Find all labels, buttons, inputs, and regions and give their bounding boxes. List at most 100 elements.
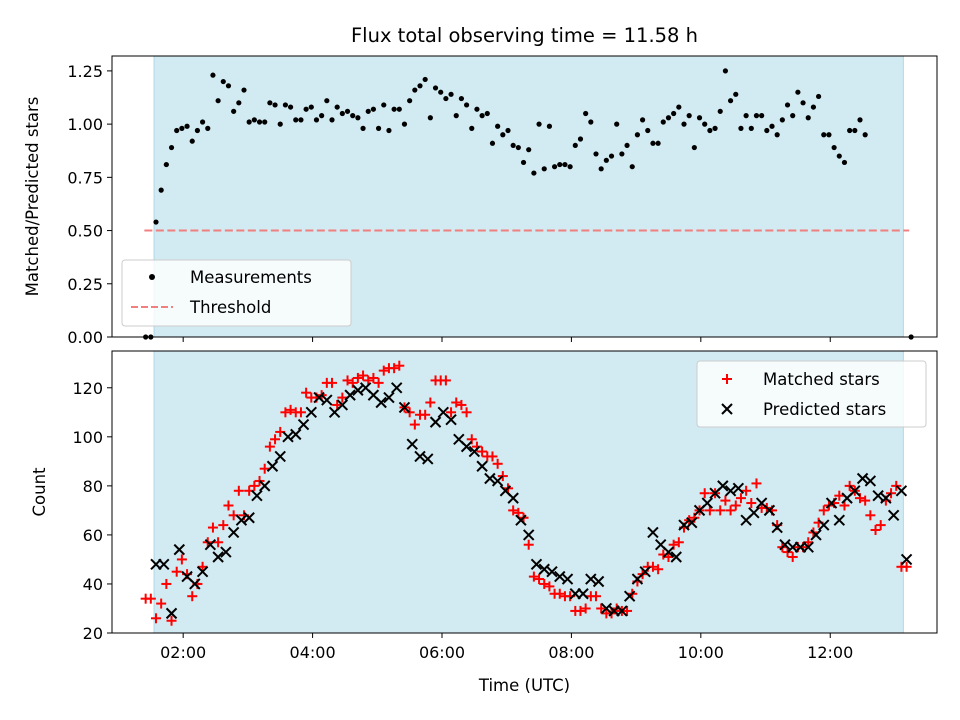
matched-star-point xyxy=(327,377,337,388)
predicted-star-point xyxy=(872,489,884,502)
matched-star-point xyxy=(487,451,498,462)
measurement-point xyxy=(174,127,180,134)
measurement-point xyxy=(350,113,356,119)
measurement-point xyxy=(438,89,444,95)
measurement-point xyxy=(381,102,387,108)
measurement-point xyxy=(463,102,470,108)
matched-star-point xyxy=(213,537,224,548)
measurement-point xyxy=(205,125,211,131)
predicted-star-point xyxy=(577,588,589,600)
predicted-star-point xyxy=(763,504,776,517)
measurement-point xyxy=(634,132,641,138)
predicted-star-point xyxy=(546,565,558,578)
predicted-star-point xyxy=(818,519,830,531)
measurement-point xyxy=(841,159,848,166)
measurement-point xyxy=(256,119,263,125)
matched-star-point xyxy=(477,446,488,457)
matched-star-point xyxy=(264,441,275,452)
bottom-xtick-label: 04:00 xyxy=(290,643,336,662)
matched-star-point xyxy=(782,547,793,558)
bottom-xtick-label: 10:00 xyxy=(678,643,724,662)
matched-star-point xyxy=(523,539,534,550)
matched-star-point xyxy=(865,510,876,521)
matched-star-point xyxy=(166,615,177,626)
matched-star-point xyxy=(456,399,467,410)
predicted-star-point xyxy=(305,406,318,419)
predicted-star-point xyxy=(701,497,714,509)
matched-star-point xyxy=(197,561,208,572)
bottom-series xyxy=(140,360,913,626)
legend-matched-plus xyxy=(722,374,732,384)
matched-star-point xyxy=(596,603,607,614)
predicted-star-point xyxy=(321,394,333,406)
predicted-star-point xyxy=(864,475,877,487)
measurement-point xyxy=(795,89,801,95)
matched-star-point xyxy=(425,397,436,408)
measurement-point xyxy=(748,125,754,131)
predicted-star-point xyxy=(212,551,224,563)
measurement-point xyxy=(650,140,656,146)
predicted-star-point xyxy=(220,546,232,558)
matched-star-point xyxy=(818,505,829,516)
measurement-point xyxy=(246,119,252,125)
measurement-point xyxy=(629,164,635,170)
measurement-point xyxy=(194,127,201,134)
measurement-point xyxy=(210,72,216,78)
measurement-point xyxy=(598,166,604,172)
measurement-point xyxy=(236,100,242,106)
top-y-axis: 0.00 0.25 0.50 0.75 1.00 1.25 xyxy=(67,62,112,347)
bottom-y-axis: 20 40 60 80 100 120 xyxy=(72,379,112,643)
measurement-point xyxy=(287,104,294,110)
top-legend-box xyxy=(121,259,352,327)
measurement-point xyxy=(619,151,625,157)
measurement-point xyxy=(526,147,532,153)
predicted-star-point xyxy=(484,472,496,485)
measurement-point xyxy=(769,123,775,129)
matched-star-point xyxy=(554,588,565,599)
top-panel: 0.00 0.25 0.50 0.75 1.00 1.25 Flux total obse… xyxy=(23,24,938,347)
measurement-point xyxy=(231,108,237,114)
matched-star-point xyxy=(342,375,353,386)
bottom-ytick-label: 100 xyxy=(72,428,103,447)
measurement-point xyxy=(153,219,159,225)
matched-star-point xyxy=(544,581,555,592)
measurement-point xyxy=(717,108,723,114)
predicted-star-point xyxy=(398,401,411,414)
predicted-star-point xyxy=(460,440,473,453)
matched-star-point xyxy=(730,500,741,511)
matched-star-point xyxy=(834,490,845,501)
matched-star-point xyxy=(704,505,715,516)
measurement-point xyxy=(707,127,713,134)
measurement-point xyxy=(417,83,423,89)
measurement-point xyxy=(712,125,718,131)
measurement-point xyxy=(831,144,837,151)
matched-star-point xyxy=(378,365,389,376)
measurement-point xyxy=(262,119,268,125)
predicted-star-point xyxy=(825,497,838,509)
predicted-star-point xyxy=(476,460,488,472)
measurement-point xyxy=(655,140,661,146)
measurement-point xyxy=(386,127,392,134)
predicted-star-point xyxy=(554,570,566,583)
matched-star-point xyxy=(461,407,472,418)
matched-star-point xyxy=(844,480,855,491)
measurement-point xyxy=(225,83,232,89)
predicted-star-point xyxy=(445,413,457,426)
matched-star-point xyxy=(839,500,850,511)
matched-star-point xyxy=(741,485,752,496)
matched-star-point xyxy=(751,478,762,489)
matched-star-point xyxy=(875,520,886,531)
predicted-star-point xyxy=(900,553,913,566)
measurement-point xyxy=(339,110,345,117)
matched-star-point xyxy=(663,551,674,562)
predicted-star-point xyxy=(686,516,698,529)
top-ytick-label: 1.00 xyxy=(67,115,103,134)
predicted-star-point xyxy=(771,521,783,534)
matched-star-point xyxy=(735,493,746,504)
top-legend: Measurements Threshold xyxy=(121,259,352,327)
predicted-star-point xyxy=(173,543,186,556)
top-y-axis-label: Matched/Predicted stars xyxy=(23,97,42,297)
measurement-point xyxy=(189,138,195,144)
measurement-point xyxy=(821,132,827,138)
